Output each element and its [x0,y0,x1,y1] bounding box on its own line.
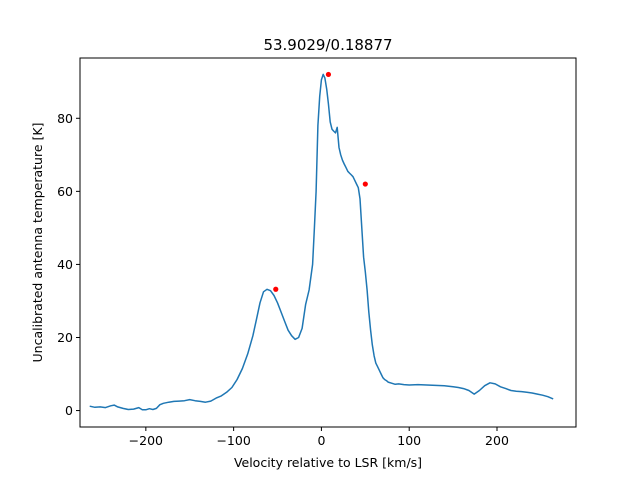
peak-marker [325,71,332,78]
y-tick-label: 80 [57,111,73,126]
chart-title: 53.9029/0.18877 [263,36,392,54]
x-tick-label: −200 [129,433,163,448]
series-line [89,73,554,411]
y-tick-label: 60 [57,184,73,199]
plot-frame [79,57,577,428]
y-tick-label: 0 [65,403,73,418]
y-axis-label: Uncalibrated antenna temperature [K] [30,123,45,363]
y-tick-label: 40 [57,257,73,272]
x-tick-label: 100 [397,433,421,448]
peak-marker [273,286,279,292]
x-axis-label: Velocity relative to LSR [km/s] [234,455,422,470]
x-tick-label: −100 [216,433,250,448]
x-tick-label: 200 [485,433,509,448]
x-tick-label: 0 [317,433,325,448]
peak-marker [362,181,368,187]
y-tick-label: 20 [57,330,73,345]
